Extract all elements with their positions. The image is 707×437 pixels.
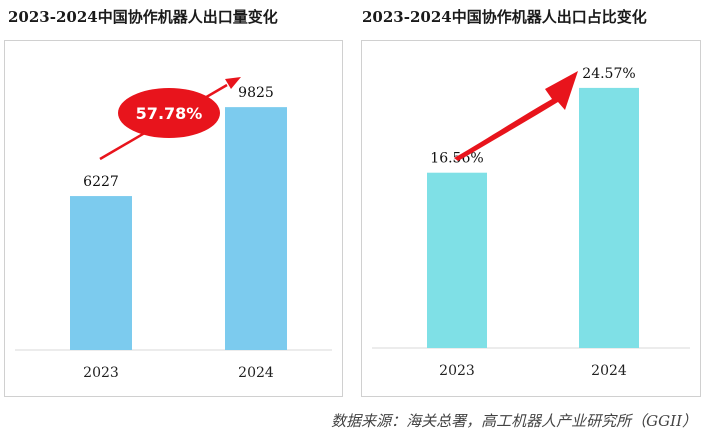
tick-label-2023: 2023 — [439, 363, 475, 379]
export-volume-svg: 6227 2023 9825 2024 57.78% — [15, 77, 332, 381]
growth-arrow-head — [225, 77, 241, 89]
value-label-2024: 24.57% — [582, 66, 635, 82]
growth-ellipse — [118, 88, 220, 138]
tick-label-2024: 2024 — [591, 363, 627, 379]
tick-label-2023: 2023 — [83, 365, 119, 381]
share-growth-arrow — [454, 71, 578, 161]
bar-2023 — [427, 172, 487, 348]
value-label-2024: 9825 — [238, 85, 274, 101]
bar-2023 — [70, 196, 132, 350]
value-label-2023: 6227 — [83, 174, 119, 190]
data-source-note: 数据来源：海关总署，高工机器人产业研究所（GGII） — [331, 412, 697, 430]
chart2-title: 2023-2024中国协作机器人出口占比变化 — [362, 8, 647, 26]
growth-rate-label: 57.78% — [136, 104, 203, 123]
export-volume-chart: 6227 2023 9825 2024 57.78% — [4, 40, 343, 397]
tick-label-2024: 2024 — [238, 365, 274, 381]
bar-2024 — [579, 87, 639, 348]
bar-2024 — [225, 107, 287, 350]
chart1-title: 2023-2024中国协作机器人出口量变化 — [8, 8, 278, 26]
